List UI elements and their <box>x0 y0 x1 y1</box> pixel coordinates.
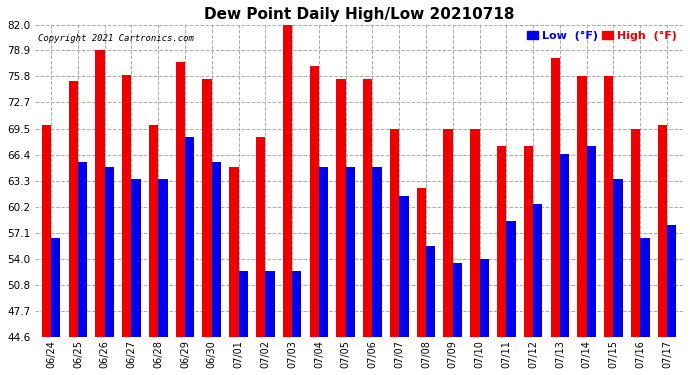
Bar <box>149 125 158 337</box>
Bar <box>95 50 105 337</box>
Bar <box>506 221 515 337</box>
Bar <box>266 271 275 337</box>
Bar <box>470 129 480 337</box>
Legend: Low  (°F), High  (°F): Low (°F), High (°F) <box>523 27 681 46</box>
Bar <box>336 79 346 337</box>
Bar <box>390 129 400 337</box>
Bar <box>212 162 221 337</box>
Bar <box>256 137 266 337</box>
Bar <box>480 259 489 337</box>
Bar <box>604 76 613 337</box>
Bar <box>631 129 640 337</box>
Bar <box>283 24 292 337</box>
Bar <box>524 146 533 337</box>
Bar <box>51 238 61 337</box>
Bar <box>105 166 114 337</box>
Bar <box>551 58 560 337</box>
Bar <box>185 137 195 337</box>
Bar <box>310 66 319 337</box>
Bar <box>417 188 426 337</box>
Bar <box>613 179 623 337</box>
Bar <box>363 79 373 337</box>
Bar <box>176 62 185 337</box>
Bar <box>42 125 51 337</box>
Bar <box>229 166 239 337</box>
Bar <box>78 162 87 337</box>
Bar <box>373 166 382 337</box>
Bar <box>239 271 248 337</box>
Bar <box>132 179 141 337</box>
Bar <box>202 79 212 337</box>
Bar <box>292 271 302 337</box>
Bar <box>497 146 506 337</box>
Bar <box>122 75 132 337</box>
Bar <box>578 76 586 337</box>
Bar <box>426 246 435 337</box>
Bar <box>658 125 667 337</box>
Title: Dew Point Daily High/Low 20210718: Dew Point Daily High/Low 20210718 <box>204 7 514 22</box>
Bar <box>533 204 542 337</box>
Bar <box>158 179 168 337</box>
Text: Copyright 2021 Cartronics.com: Copyright 2021 Cartronics.com <box>39 34 194 43</box>
Bar <box>453 263 462 337</box>
Bar <box>68 81 78 337</box>
Bar <box>667 225 676 337</box>
Bar <box>346 166 355 337</box>
Bar <box>586 146 596 337</box>
Bar <box>319 166 328 337</box>
Bar <box>640 238 649 337</box>
Bar <box>444 129 453 337</box>
Bar <box>560 154 569 337</box>
Bar <box>400 196 408 337</box>
